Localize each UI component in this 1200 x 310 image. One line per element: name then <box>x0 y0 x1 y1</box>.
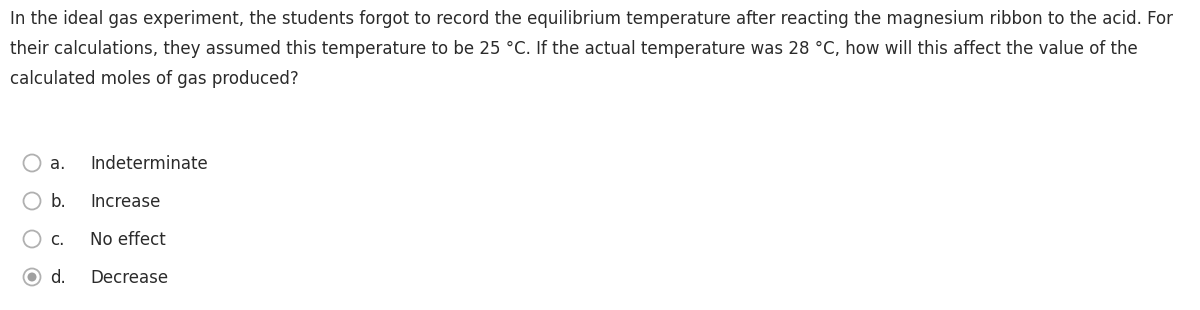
Ellipse shape <box>24 193 41 210</box>
Text: Indeterminate: Indeterminate <box>90 155 208 173</box>
Text: calculated moles of gas produced?: calculated moles of gas produced? <box>10 70 299 88</box>
Text: their calculations, they assumed this temperature to be 25 °C. If the actual tem: their calculations, they assumed this te… <box>10 40 1138 58</box>
Text: In the ideal gas experiment, the students forgot to record the equilibrium tempe: In the ideal gas experiment, the student… <box>10 10 1174 28</box>
Ellipse shape <box>24 231 41 247</box>
Ellipse shape <box>28 272 36 281</box>
Text: b.: b. <box>50 193 66 211</box>
Ellipse shape <box>24 154 41 171</box>
Ellipse shape <box>24 268 41 286</box>
Text: Increase: Increase <box>90 193 161 211</box>
Text: Decrease: Decrease <box>90 269 168 287</box>
Text: No effect: No effect <box>90 231 166 249</box>
Text: d.: d. <box>50 269 66 287</box>
Text: c.: c. <box>50 231 65 249</box>
Text: a.: a. <box>50 155 65 173</box>
